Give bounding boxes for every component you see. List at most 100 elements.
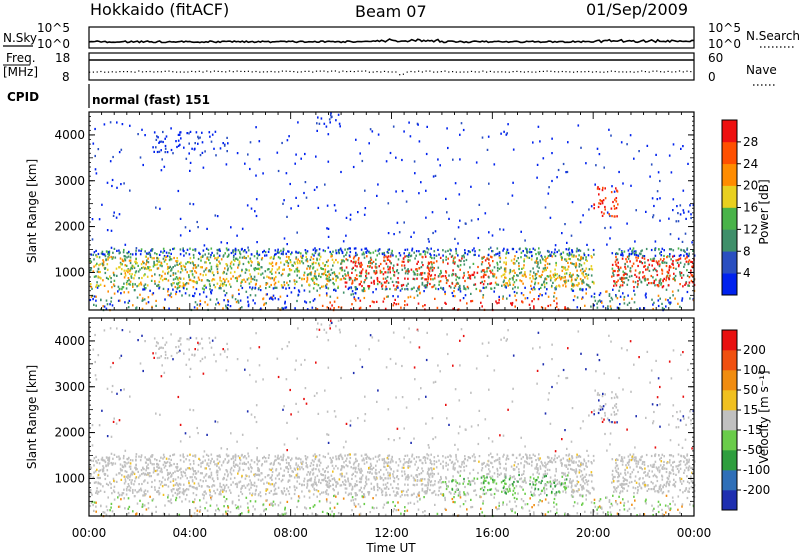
data-cell — [222, 254, 225, 257]
data-cell — [151, 248, 154, 251]
data-cell — [635, 209, 637, 212]
data-cell — [381, 252, 384, 256]
data-cell — [281, 458, 284, 462]
data-cell — [429, 252, 431, 255]
data-cell — [204, 490, 206, 493]
data-cell — [439, 273, 441, 276]
data-cell — [422, 250, 425, 253]
data-cell — [675, 267, 677, 270]
data-cell — [182, 264, 185, 267]
data-cell — [498, 462, 501, 465]
data-cell — [622, 277, 624, 280]
data-cell — [345, 258, 348, 261]
data-cell — [468, 276, 471, 279]
data-cell — [491, 250, 494, 253]
data-cell — [305, 259, 307, 262]
data-cell — [118, 249, 120, 252]
data-cell — [164, 462, 167, 465]
data-cell — [487, 253, 490, 256]
data-cell — [93, 471, 95, 474]
data-cell — [293, 492, 296, 496]
data-cell — [577, 258, 579, 261]
data-cell — [640, 253, 642, 256]
data-cell — [487, 489, 489, 492]
data-cell — [564, 258, 566, 261]
data-cell — [241, 270, 243, 273]
data-cell — [162, 251, 164, 254]
data-cell — [152, 471, 155, 474]
data-cell — [511, 194, 514, 197]
data-cell — [348, 460, 351, 463]
data-cell — [250, 470, 252, 473]
data-cell — [241, 286, 244, 290]
data-cell — [447, 249, 449, 252]
data-cell — [519, 478, 521, 481]
data-cell — [387, 251, 390, 254]
data-cell — [165, 457, 168, 460]
data-cell — [562, 472, 564, 475]
data-cell — [140, 489, 143, 492]
data-cell — [575, 262, 577, 265]
data-cell — [551, 179, 553, 183]
nave-dot — [482, 70, 484, 72]
data-cell — [451, 272, 454, 276]
data-cell — [638, 150, 640, 153]
data-cell — [329, 301, 331, 304]
data-cell — [170, 458, 172, 461]
data-cell — [147, 467, 150, 470]
data-cell — [353, 297, 356, 300]
data-cell — [587, 284, 590, 287]
data-cell — [389, 287, 391, 291]
data-cell — [93, 457, 96, 460]
data-cell — [622, 270, 624, 273]
data-cell — [420, 472, 423, 475]
data-cell — [623, 271, 626, 275]
data-cell — [330, 461, 332, 464]
data-cell — [430, 254, 432, 257]
data-cell — [91, 218, 94, 221]
data-cell — [424, 459, 426, 462]
data-cell — [464, 222, 467, 225]
data-cell — [171, 284, 173, 287]
data-cell — [111, 286, 113, 289]
data-cell — [626, 283, 629, 286]
data-cell — [539, 251, 541, 254]
data-cell — [660, 283, 662, 286]
data-cell — [522, 294, 525, 297]
data-cell — [552, 273, 555, 276]
data-cell — [564, 306, 566, 309]
data-cell — [213, 274, 215, 277]
data-cell — [567, 279, 570, 282]
data-cell — [169, 480, 172, 483]
data-cell — [554, 480, 557, 483]
data-cell — [445, 270, 447, 273]
data-cell — [651, 264, 653, 267]
data-cell — [579, 287, 582, 290]
data-cell — [484, 212, 487, 215]
data-cell — [401, 268, 404, 271]
data-cell — [460, 465, 462, 469]
data-cell — [205, 273, 207, 276]
data-cell — [146, 481, 149, 484]
data-cell — [615, 284, 618, 287]
data-cell — [376, 254, 378, 257]
data-cell — [518, 473, 520, 477]
nave-trace — [89, 70, 692, 76]
data-cell — [361, 474, 364, 477]
data-cell — [578, 469, 581, 472]
data-cell — [188, 253, 191, 256]
data-cell — [403, 264, 406, 267]
data-cell — [502, 295, 504, 298]
data-cell — [393, 274, 395, 277]
data-cell — [317, 284, 320, 287]
data-cell — [199, 458, 201, 462]
data-cell — [258, 287, 260, 290]
data-cell — [118, 266, 120, 269]
data-cell — [333, 489, 335, 492]
data-cell — [373, 476, 375, 479]
data-cell — [642, 276, 644, 279]
data-cell — [550, 460, 553, 463]
data-cell — [295, 268, 298, 271]
data-cell — [194, 292, 196, 295]
data-cell — [393, 271, 396, 274]
